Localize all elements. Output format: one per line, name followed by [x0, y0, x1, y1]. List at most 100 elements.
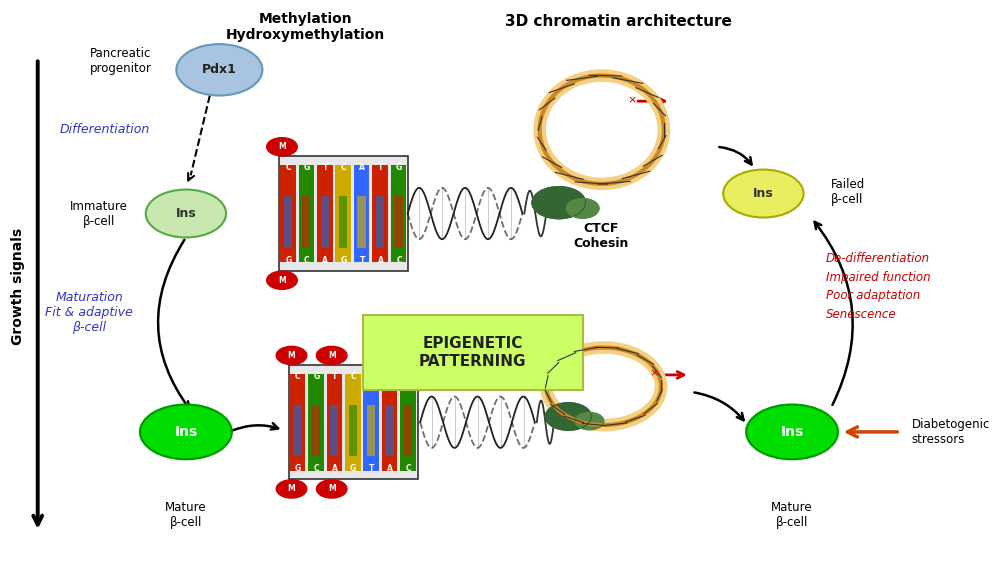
Text: Diabetogenic
stressors: Diabetogenic stressors	[912, 418, 990, 446]
Text: Growth signals: Growth signals	[11, 228, 25, 345]
Text: C: C	[286, 163, 291, 172]
Text: M: M	[278, 142, 286, 151]
Text: A: A	[369, 372, 375, 381]
Circle shape	[146, 190, 226, 237]
Text: T: T	[323, 163, 328, 172]
Circle shape	[276, 480, 307, 498]
Bar	[302, 197, 310, 248]
Text: A: A	[332, 465, 338, 473]
Text: CTCF
Cohesin: CTCF Cohesin	[573, 222, 629, 250]
Bar	[400, 374, 416, 470]
Text: C: C	[304, 256, 310, 265]
Circle shape	[545, 403, 591, 430]
Text: G: G	[313, 372, 319, 381]
Bar	[280, 165, 296, 262]
Text: Ins: Ins	[174, 425, 198, 439]
Bar	[349, 405, 357, 457]
Circle shape	[746, 405, 838, 460]
Bar	[279, 156, 408, 270]
Bar	[308, 374, 324, 470]
FancyBboxPatch shape	[363, 315, 583, 390]
Circle shape	[316, 346, 347, 364]
Bar	[327, 374, 342, 470]
Text: Mature
β-cell: Mature β-cell	[771, 501, 813, 528]
Text: M: M	[288, 484, 295, 493]
Bar	[363, 374, 379, 470]
Text: Failed
β-cell: Failed β-cell	[831, 178, 865, 206]
Bar	[394, 197, 403, 248]
Circle shape	[723, 170, 804, 218]
Bar	[289, 365, 418, 479]
Text: A: A	[378, 256, 383, 265]
Text: G: G	[341, 256, 347, 265]
Circle shape	[532, 187, 586, 219]
Bar	[321, 197, 329, 248]
Bar	[312, 405, 320, 457]
Bar	[345, 374, 361, 470]
Text: C: C	[396, 256, 402, 265]
Text: ×: ×	[628, 95, 637, 105]
Text: Ins: Ins	[780, 425, 804, 439]
Text: M: M	[278, 276, 286, 285]
Circle shape	[176, 44, 262, 96]
Text: C: C	[341, 163, 346, 172]
Text: Pdx1: Pdx1	[202, 63, 237, 76]
Bar	[382, 374, 397, 470]
Bar	[404, 405, 412, 457]
Bar	[335, 165, 351, 262]
Text: C: C	[314, 465, 319, 473]
Text: G: G	[304, 163, 310, 172]
Text: Maturation
Fit & adaptive
β-cell: Maturation Fit & adaptive β-cell	[45, 291, 133, 333]
Text: G: G	[295, 465, 301, 473]
Bar	[372, 165, 388, 262]
Bar	[367, 405, 375, 457]
Text: G: G	[285, 256, 291, 265]
Text: Ins: Ins	[753, 187, 774, 200]
Text: De-differentiation
Impaired function
Poor adaptation
Senescence: De-differentiation Impaired function Poo…	[826, 252, 930, 321]
Bar	[293, 405, 302, 457]
Text: C: C	[406, 465, 411, 473]
Text: Ins: Ins	[176, 207, 196, 220]
Bar	[385, 405, 394, 457]
Text: Immature
β-cell: Immature β-cell	[70, 199, 128, 227]
Text: M: M	[288, 351, 295, 360]
Text: Differentiation: Differentiation	[60, 123, 150, 136]
Text: T: T	[369, 465, 374, 473]
Bar	[290, 374, 305, 470]
Bar	[339, 197, 347, 248]
Circle shape	[140, 405, 232, 460]
Bar	[330, 405, 338, 457]
Circle shape	[276, 346, 307, 364]
Bar	[354, 165, 369, 262]
Text: T: T	[359, 256, 365, 265]
Text: T: T	[378, 163, 383, 172]
Text: G: G	[405, 372, 412, 381]
Text: C: C	[350, 372, 356, 381]
Circle shape	[566, 199, 599, 218]
Text: C: C	[295, 372, 301, 381]
Circle shape	[267, 271, 297, 289]
Text: G: G	[350, 465, 356, 473]
Bar	[357, 197, 366, 248]
Text: 3D chromatin architecture: 3D chromatin architecture	[505, 14, 731, 29]
Text: EPIGENETIC
PATTERNING: EPIGENETIC PATTERNING	[419, 336, 526, 369]
Bar	[391, 165, 406, 262]
Text: G: G	[396, 163, 402, 172]
Text: M: M	[328, 351, 336, 360]
Text: T: T	[387, 372, 393, 381]
Text: Mature
β-cell: Mature β-cell	[165, 501, 207, 528]
Bar	[284, 197, 292, 248]
Text: A: A	[387, 465, 393, 473]
Text: Methylation
Hydroxymethylation: Methylation Hydroxymethylation	[226, 12, 385, 42]
Text: Pancreatic
progenitor: Pancreatic progenitor	[90, 47, 152, 75]
Bar	[317, 165, 333, 262]
Text: ×: ×	[650, 369, 659, 379]
Text: A: A	[359, 163, 365, 172]
Circle shape	[575, 413, 604, 430]
Bar	[299, 165, 314, 262]
Text: M: M	[328, 484, 336, 493]
Circle shape	[267, 138, 297, 156]
Circle shape	[316, 480, 347, 498]
Bar	[376, 197, 384, 248]
Text: A: A	[322, 256, 328, 265]
